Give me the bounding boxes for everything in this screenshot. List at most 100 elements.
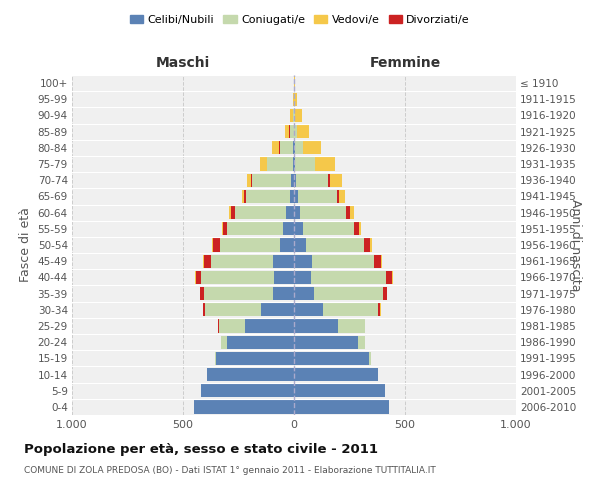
Bar [294,109,302,122]
Bar [294,270,393,284]
Bar [274,270,294,284]
Bar [280,238,294,252]
Bar [204,254,294,268]
Bar [217,352,294,365]
Bar [294,384,385,398]
Bar [196,270,294,284]
Bar [294,174,296,187]
Bar [247,174,294,187]
Bar [290,109,294,122]
Bar [272,141,294,154]
Bar [294,206,350,220]
Bar [227,222,294,235]
Bar [221,336,294,349]
Bar [204,287,294,300]
Bar [294,303,380,316]
Bar [201,384,294,398]
Bar [211,254,294,268]
Bar [273,254,294,268]
Bar [294,222,303,235]
Text: Femmine: Femmine [370,56,440,70]
Bar [245,320,294,332]
Bar [293,109,294,122]
Bar [205,303,294,316]
Bar [221,336,294,349]
Bar [294,303,323,316]
Bar [194,400,294,413]
Bar [294,368,379,381]
Bar [294,320,365,332]
Bar [290,125,294,138]
Bar [294,400,389,413]
Bar [293,92,294,106]
Bar [280,141,294,154]
Bar [294,158,315,170]
Bar [294,109,295,122]
Bar [294,238,306,252]
Bar [294,141,303,154]
Bar [294,174,328,187]
Bar [208,368,294,381]
Bar [294,384,385,398]
Bar [273,287,294,300]
Bar [294,368,379,381]
Bar [290,190,294,203]
Bar [294,238,372,252]
Bar [294,190,337,203]
Bar [294,158,295,170]
Bar [221,336,294,349]
Y-axis label: Anni di nascita: Anni di nascita [569,198,583,291]
Bar [294,190,298,203]
Bar [218,320,294,332]
Bar [294,320,338,332]
Bar [294,92,298,106]
Bar [294,174,329,187]
Bar [294,206,346,220]
Bar [203,254,294,268]
Bar [294,384,385,398]
Bar [285,125,294,138]
Bar [294,400,389,413]
Bar [293,109,294,122]
Bar [294,141,304,154]
Bar [194,400,294,413]
Bar [253,174,294,187]
Bar [201,384,294,398]
Bar [215,352,294,365]
Bar [251,174,294,187]
Bar [231,206,294,220]
Bar [294,352,371,365]
Bar [195,270,294,284]
Bar [294,336,358,349]
Bar [294,400,389,413]
Bar [266,158,294,170]
Bar [220,238,294,252]
Bar [294,287,387,300]
Bar [294,287,314,300]
Bar [294,174,342,187]
Bar [294,254,374,268]
Bar [208,368,294,381]
Bar [294,125,297,138]
Y-axis label: Fasce di età: Fasce di età [19,208,32,282]
Bar [292,174,294,187]
Bar [218,320,294,332]
Text: Maschi: Maschi [156,56,210,70]
Bar [294,222,354,235]
Text: Popolazione per età, sesso e stato civile - 2011: Popolazione per età, sesso e stato civil… [24,442,378,456]
Bar [294,336,365,349]
Bar [215,352,294,365]
Bar [268,158,294,170]
Bar [294,352,371,365]
Bar [294,190,339,203]
Bar [294,368,379,381]
Bar [200,287,294,300]
Bar [242,190,294,203]
Bar [214,238,294,252]
Bar [279,141,294,154]
Bar [294,368,379,381]
Bar [208,368,294,381]
Bar [227,336,294,349]
Bar [200,287,294,300]
Bar [212,238,294,252]
